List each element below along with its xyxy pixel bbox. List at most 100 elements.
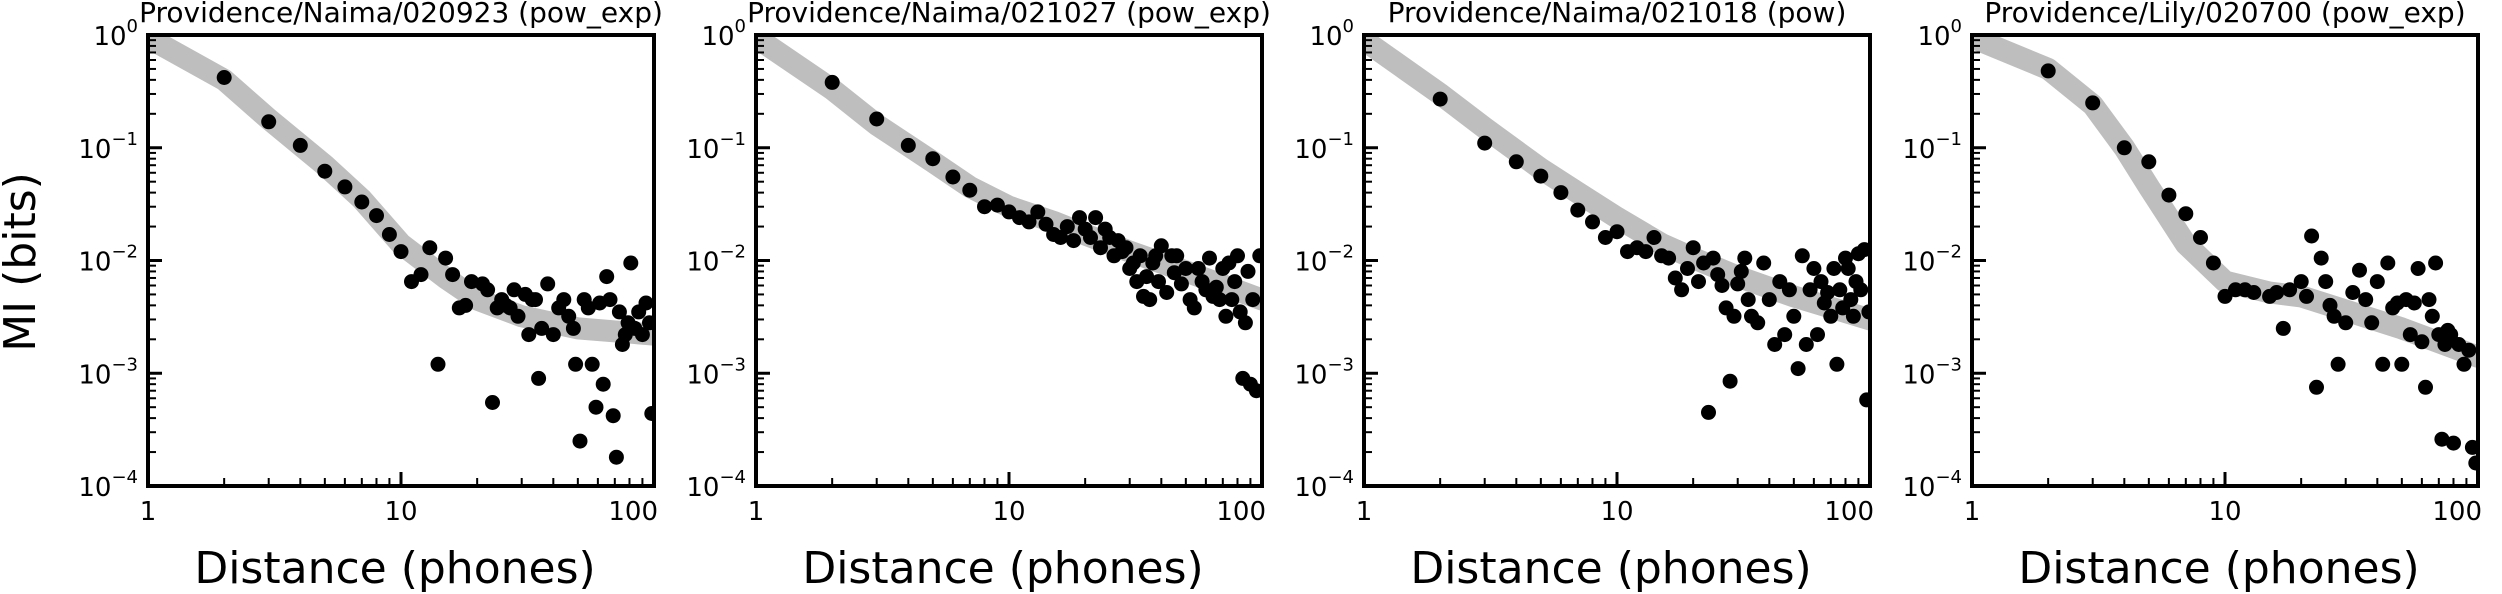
data-point — [1083, 230, 1098, 245]
data-point — [1786, 308, 1802, 324]
data-point — [438, 250, 454, 266]
data-point — [1153, 238, 1169, 254]
data-point — [1813, 274, 1829, 290]
data-point — [1212, 292, 1228, 308]
data-point — [977, 199, 992, 215]
data-point — [1840, 261, 1856, 276]
y-tick-base: 10 — [1294, 473, 1327, 503]
data-point — [534, 320, 550, 336]
data-point — [369, 208, 384, 224]
panel-title: Providence/Lily/020700 (pow_exp) — [1984, 0, 2465, 29]
y-tick-base: 10 — [78, 135, 111, 165]
plot-area — [1364, 35, 1870, 420]
data-point — [1224, 292, 1240, 308]
data-point — [1853, 282, 1869, 298]
data-point — [1733, 263, 1749, 279]
data-point — [2085, 95, 2101, 111]
x-tick-label: 100 — [2432, 497, 2482, 527]
data-point — [510, 308, 526, 324]
y-tick-exponent: −4 — [719, 467, 746, 488]
data-point — [545, 327, 561, 343]
fit-curve — [1972, 35, 2478, 368]
data-point — [1166, 265, 1182, 281]
data-point — [1245, 292, 1261, 308]
data-point — [1680, 261, 1695, 276]
y-tick-label: 10−3 — [1902, 354, 1962, 390]
y-tick-label: 10−3 — [1294, 354, 1354, 390]
x-tick-label: 1 — [140, 497, 157, 527]
y-axis-title: MI (bits) — [0, 172, 46, 352]
data-point — [1691, 274, 1706, 290]
data-point — [2369, 274, 2385, 290]
data-point — [1740, 292, 1756, 308]
data-point — [1240, 263, 1256, 279]
data-point — [1053, 230, 1069, 245]
data-point — [644, 406, 654, 421]
data-point — [2406, 295, 2422, 311]
data-point — [2345, 285, 2361, 300]
y-tick-label: 10−4 — [686, 467, 746, 503]
plot-area — [148, 35, 654, 465]
data-point — [2461, 342, 2477, 358]
data-point — [605, 408, 621, 424]
data-point — [317, 163, 333, 179]
y-tick-exponent: 0 — [735, 16, 746, 37]
y-tick-label: 100 — [701, 16, 746, 52]
data-point — [1139, 269, 1155, 285]
data-point — [2178, 206, 2194, 222]
data-point — [608, 449, 624, 465]
data-point — [480, 282, 496, 298]
data-point — [1477, 135, 1493, 151]
y-tick-exponent: −2 — [1935, 242, 1962, 263]
data-point — [1237, 315, 1253, 331]
data-point — [2313, 250, 2329, 266]
y-tick-exponent: −3 — [111, 354, 138, 375]
data-point — [1190, 261, 1206, 276]
data-point — [1142, 292, 1158, 308]
data-point — [1806, 261, 1822, 276]
data-point — [2358, 292, 2374, 308]
data-point — [1118, 240, 1134, 256]
data-point — [1066, 233, 1082, 249]
y-tick-label: 100 — [1917, 16, 1962, 52]
data-point — [2161, 187, 2177, 203]
y-tick-base: 10 — [78, 248, 111, 278]
y-tick-base: 10 — [1309, 22, 1342, 52]
data-point — [2410, 261, 2426, 276]
data-point — [1832, 282, 1848, 298]
data-point — [1169, 248, 1185, 264]
data-point — [595, 376, 611, 392]
data-point — [2402, 327, 2418, 343]
data-point — [869, 111, 885, 127]
data-point — [925, 151, 941, 167]
data-point — [1823, 308, 1839, 324]
data-point — [337, 179, 353, 195]
y-tick-base: 10 — [1294, 360, 1327, 390]
y-tick-base: 10 — [78, 360, 111, 390]
data-point — [611, 304, 627, 320]
data-point — [1701, 404, 1716, 420]
data-point — [599, 269, 615, 285]
data-point — [2116, 140, 2132, 156]
data-point — [1021, 214, 1037, 230]
data-point — [1173, 276, 1189, 292]
y-tick-base: 10 — [1294, 135, 1327, 165]
y-tick-base: 10 — [701, 22, 734, 52]
data-point — [1767, 337, 1783, 352]
data-point — [2269, 285, 2285, 300]
data-point — [565, 320, 581, 336]
y-tick-exponent: 0 — [1343, 16, 1354, 37]
data-point — [2414, 334, 2430, 350]
data-point — [540, 276, 556, 292]
data-point — [1667, 270, 1683, 286]
y-tick-exponent: −1 — [111, 129, 138, 150]
data-point — [1186, 300, 1202, 316]
data-point — [1794, 248, 1810, 264]
y-tick-label: 10−1 — [78, 129, 138, 165]
data-point — [1661, 250, 1677, 266]
data-point — [1859, 392, 1870, 408]
y-tick-label: 10−1 — [686, 129, 746, 165]
y-tick-exponent: −2 — [111, 242, 138, 263]
